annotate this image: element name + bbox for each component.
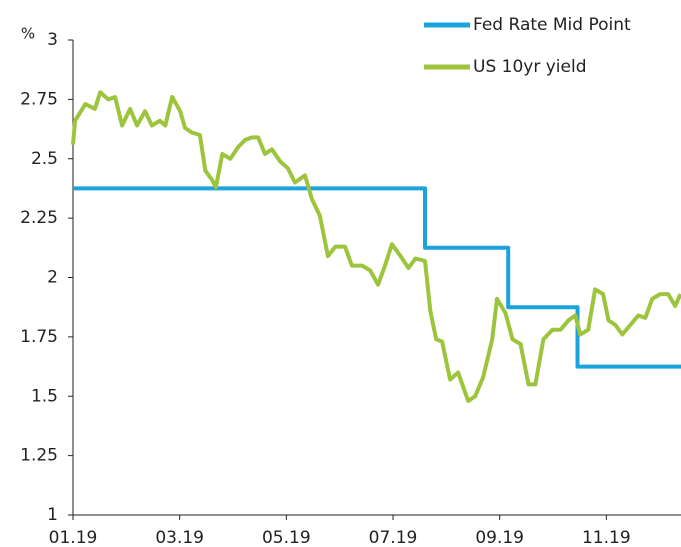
x-tick-label: 03.19 xyxy=(155,528,204,547)
x-tick-label: 05.19 xyxy=(262,528,311,547)
x-tick-label: 11.19 xyxy=(582,528,631,547)
series-line xyxy=(71,90,681,403)
y-tick-label: 2.5 xyxy=(31,149,58,169)
series-line xyxy=(73,186,681,369)
y-tick-label: 2 xyxy=(47,268,58,288)
y-tick-label: 2.25 xyxy=(20,208,58,228)
x-tick-label: 01.19 xyxy=(49,528,98,547)
legend-label: US 10yr yield xyxy=(473,57,586,77)
y-tick-label: 1.75 xyxy=(20,327,58,347)
x-tick-label: 07.19 xyxy=(369,528,418,547)
y-tick-label: 1.5 xyxy=(31,386,58,406)
x-tick-label: 09.19 xyxy=(475,528,524,547)
y-tick-label: 3 xyxy=(47,30,58,50)
y-tick-label: 1 xyxy=(47,505,58,525)
legend-label: Fed Rate Mid Point xyxy=(473,15,631,35)
y-axis-label: % xyxy=(21,25,35,43)
y-tick-label: 2.75 xyxy=(20,89,58,109)
y-tick-label: 1.25 xyxy=(20,446,58,466)
